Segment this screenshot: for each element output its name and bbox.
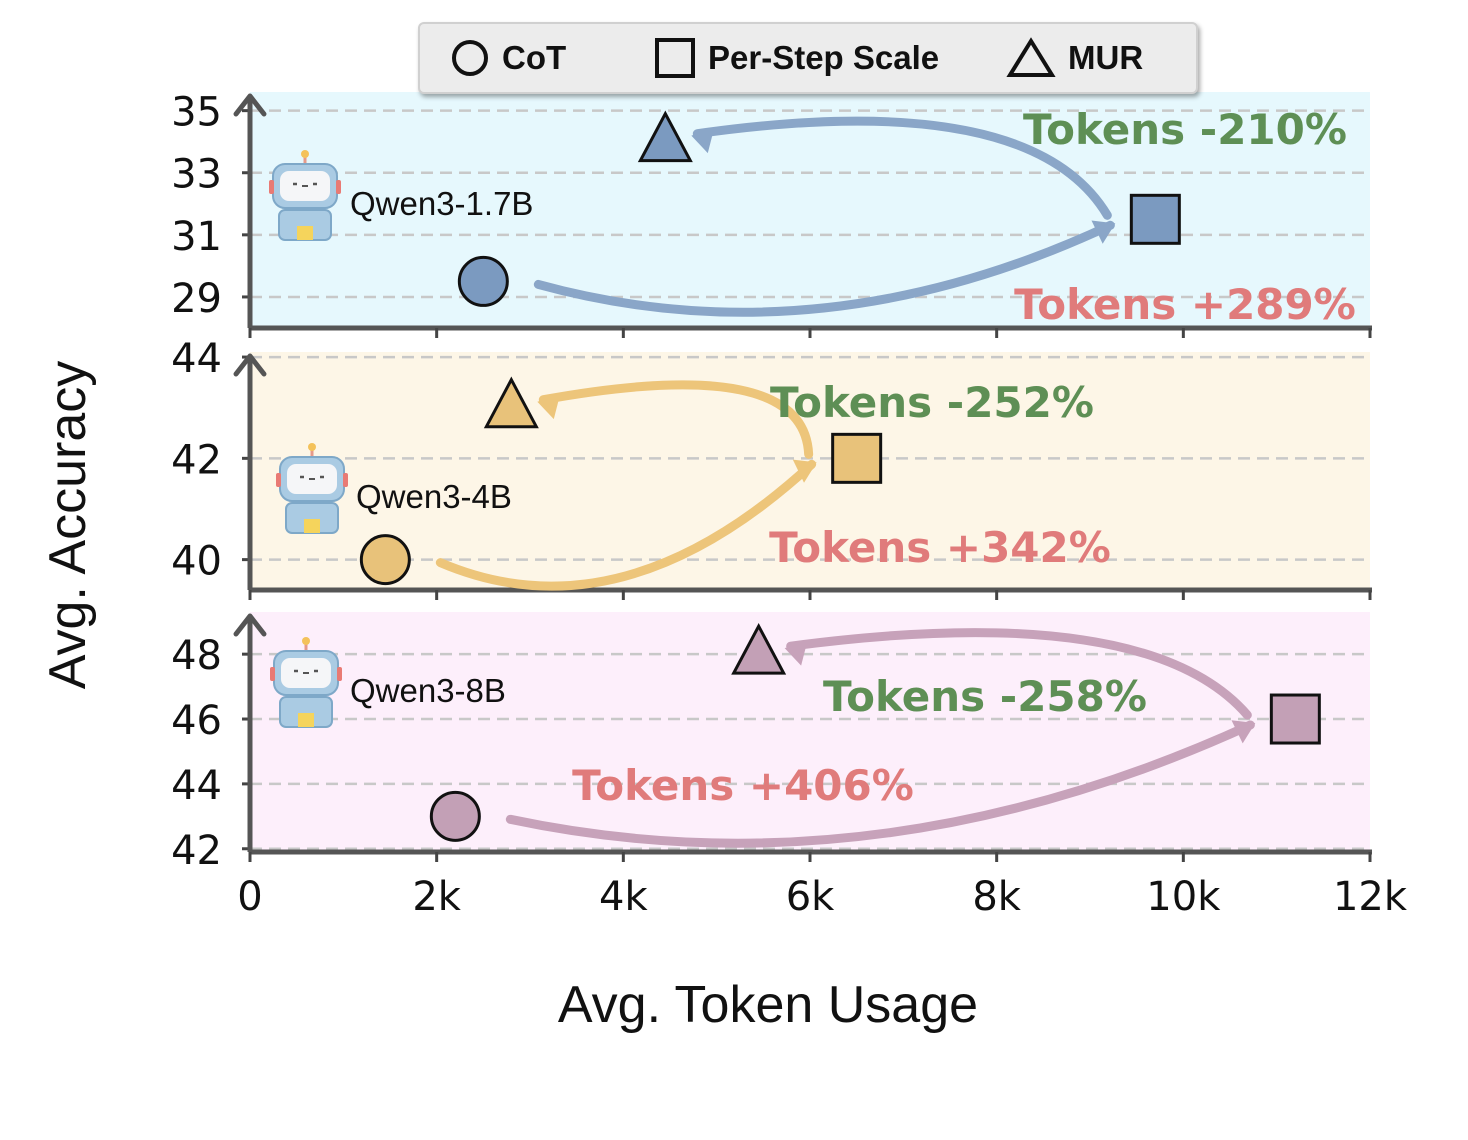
decrease-arrow — [538, 380, 814, 459]
y-tick-label: 29 — [171, 276, 222, 322]
token-increase-annotation: Tokens +289% — [1014, 280, 1356, 329]
y-tick-label: 33 — [171, 152, 222, 198]
increase-arrow — [435, 459, 817, 591]
token-increase-annotation: Tokens +406% — [572, 761, 914, 810]
legend-label-mur: MUR — [1068, 39, 1144, 76]
increase-arrow — [533, 220, 1115, 317]
legend: CoT Per-Step Scale MUR — [418, 22, 1198, 94]
robot-chest-light — [298, 713, 314, 727]
panel-qwen3-1-7b: 29 31 33 35 Tokens +289% Tokens -210% Qwen3-1.… — [171, 90, 1372, 338]
decrease-arrow — [786, 628, 1252, 720]
y-axis-arrow-icon — [233, 93, 267, 117]
per-step-scale-marker — [1129, 193, 1181, 245]
robot-antenna-tip — [301, 150, 309, 158]
panel-qwen3-4b: 40 42 44 Tokens +342% Tokens -252% Qwen3-4B — [171, 336, 1372, 600]
y-tick-label: 46 — [171, 698, 222, 744]
legend-item-per-step-scale: Per-Step Scale — [654, 24, 939, 92]
cot-marker — [429, 790, 481, 842]
robot-ear-left — [276, 473, 281, 487]
y-tick-label: 40 — [171, 539, 222, 585]
robot-icon — [276, 443, 348, 534]
robot-icon — [269, 150, 341, 241]
increase-arrowhead-icon — [1231, 720, 1256, 744]
cot-marker — [457, 255, 509, 307]
panel-background — [250, 92, 1370, 328]
token-decrease-annotation: Tokens -252% — [770, 378, 1094, 427]
y-axis-arrow-icon — [233, 353, 267, 377]
robot-antenna-tip — [308, 443, 316, 451]
token-decrease-annotation: Tokens -258% — [823, 672, 1147, 721]
model-label: Qwen3-1.7B — [350, 185, 533, 222]
robot-ear-left — [270, 667, 275, 681]
y-tick-label: 35 — [171, 90, 222, 136]
increase-arrowhead-icon — [1091, 220, 1116, 244]
token-increase-annotation: Tokens +342% — [769, 523, 1111, 572]
cot-marker — [359, 534, 411, 586]
x-tick-label: 4k — [599, 874, 648, 920]
square-marker-icon — [655, 38, 695, 78]
legend-label-per-step-scale: Per-Step Scale — [708, 39, 940, 76]
robot-antenna-tip — [302, 637, 310, 645]
y-tick-label: 42 — [171, 437, 222, 483]
x-tick-label: 0 — [237, 874, 262, 920]
per-step-scale-marker — [1269, 693, 1321, 745]
x-tick-label: 8k — [972, 874, 1021, 920]
robot-ear-left — [269, 180, 274, 194]
robot-chest-light — [304, 519, 320, 533]
x-tick-label: 6k — [786, 874, 835, 920]
y-tick-label: 44 — [171, 763, 222, 809]
decrease-arrow — [692, 116, 1112, 220]
increase-arrowhead-icon — [792, 459, 817, 483]
x-tick-label: 10k — [1146, 874, 1221, 920]
decrease-arrowhead-icon — [537, 394, 561, 420]
legend-item-cot: CoT — [450, 24, 566, 92]
mur-marker — [483, 376, 539, 429]
robot-ear-right — [336, 180, 341, 194]
legend-label-cot: CoT — [502, 39, 567, 76]
y-axis-arrow-icon — [233, 613, 267, 637]
triangle-marker-icon — [1006, 37, 1056, 77]
decrease-arrowhead-icon — [691, 128, 715, 154]
per-step-scale-marker — [831, 432, 883, 484]
token-decrease-annotation: Tokens -210% — [1023, 105, 1347, 154]
robot-ear-right — [337, 667, 342, 681]
x-tick-label: 2k — [412, 874, 461, 920]
increase-arrow — [505, 720, 1255, 848]
model-label: Qwen3-4B — [356, 478, 512, 515]
y-tick-label: 42 — [171, 828, 222, 874]
robot-icon — [270, 637, 342, 728]
y-axis-label: Avg. Accuracy — [39, 360, 97, 690]
legend-item-mur: MUR — [1006, 24, 1143, 92]
panel-qwen3-8b: 42 44 46 48 Tokens +406% Tokens -258% Qwen3-8B — [171, 612, 1372, 874]
robot-ear-right — [343, 473, 348, 487]
robot-chest-light — [297, 226, 313, 240]
circle-marker-icon — [452, 40, 488, 76]
mur-marker — [637, 110, 693, 163]
y-tick-label: 48 — [171, 633, 222, 679]
mur-marker — [731, 622, 787, 675]
y-tick-label: 31 — [171, 214, 222, 260]
y-tick-label: 44 — [171, 336, 222, 382]
x-axis-label: Avg. Token Usage — [557, 976, 979, 1034]
decrease-arrowhead-icon — [784, 640, 808, 666]
x-tick-label: 12k — [1333, 874, 1408, 920]
model-label: Qwen3-8B — [350, 672, 506, 709]
